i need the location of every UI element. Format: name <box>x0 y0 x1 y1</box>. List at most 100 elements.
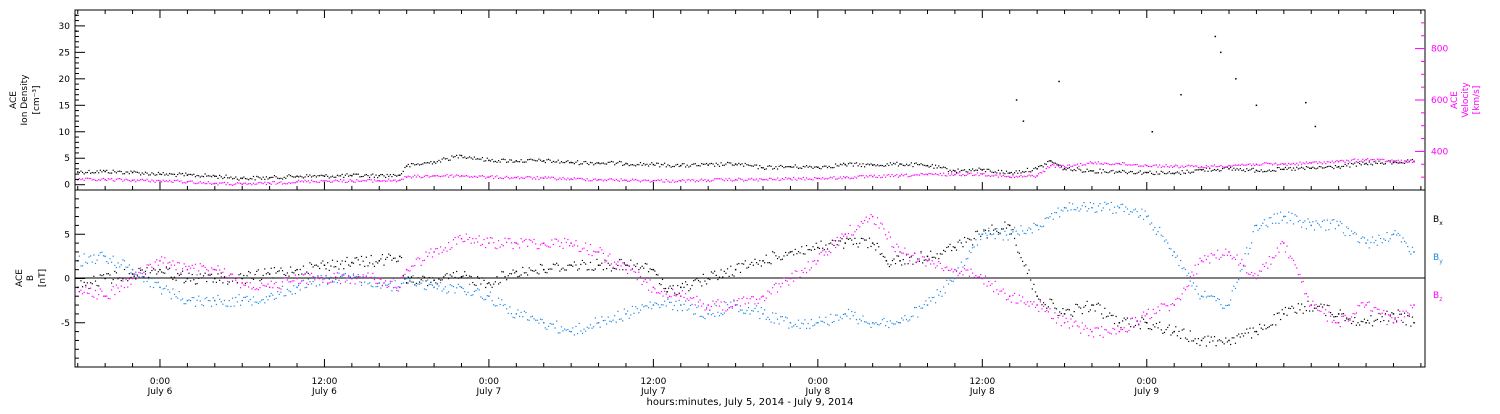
bx-series-point <box>938 258 940 260</box>
ion-density-series-point <box>549 159 551 161</box>
bx-series-point <box>251 277 253 279</box>
bz-series-point <box>1020 300 1022 302</box>
ion-density-spike-point <box>1015 99 1018 101</box>
bx-series-point <box>660 284 662 286</box>
by-series-point <box>439 282 442 284</box>
bx-series-point <box>1128 323 1130 325</box>
by-series-point <box>1205 296 1208 298</box>
velocity-series-point <box>1284 163 1287 165</box>
velocity-series-point <box>1292 162 1295 164</box>
ion-density-series-point <box>1241 169 1243 172</box>
bz-series-point <box>275 281 277 283</box>
bz-series-point <box>268 286 271 289</box>
by-series-point <box>1410 253 1412 255</box>
by-series-point <box>638 312 640 314</box>
bx-series-point <box>497 283 500 285</box>
by-series-point <box>298 284 300 287</box>
bx-series-point <box>93 275 95 277</box>
bz-series-point <box>730 306 732 308</box>
velocity-series-point <box>1192 165 1195 168</box>
bx-series-point <box>912 263 914 265</box>
ion-density-series-point <box>372 173 374 175</box>
velocity-series-point <box>1012 175 1014 177</box>
ion-density-series-point <box>1086 168 1088 170</box>
bx-series-point <box>663 287 665 290</box>
bz-series-point <box>405 268 408 271</box>
ion-density-series-point <box>1192 171 1195 173</box>
by-series-point <box>167 289 169 291</box>
ion-density-series-point <box>286 175 288 177</box>
by-series-point <box>367 283 369 285</box>
bx-series-point <box>625 264 627 266</box>
by-series-point <box>1004 230 1006 232</box>
velocity-series-point <box>246 183 248 185</box>
bx-series-point <box>375 261 377 263</box>
velocity-series-point <box>304 179 306 181</box>
bx-series-point <box>1191 340 1193 342</box>
ion-density-spike-point <box>1022 120 1025 122</box>
ion-density-series-point <box>148 174 150 176</box>
bx-series-point <box>1068 309 1070 311</box>
velocity-series-point <box>707 179 709 181</box>
by-series-point <box>1031 232 1033 234</box>
bz-series-point <box>675 295 677 297</box>
ion-density-series-point <box>304 176 306 178</box>
ion-density-series-point <box>1202 168 1204 171</box>
velocity-series-point <box>1065 167 1067 169</box>
velocity-series-point <box>323 180 326 182</box>
bx-series-point <box>420 279 422 281</box>
bz-series-point <box>934 267 937 269</box>
by-series-point <box>270 292 272 295</box>
ion-density-series-point <box>1284 166 1287 169</box>
ion-density-series-point <box>673 165 675 168</box>
velocity-series-point <box>851 177 853 179</box>
velocity-series-point <box>1331 160 1333 162</box>
by-series-point <box>656 302 658 305</box>
ion-density-series-point <box>164 174 166 176</box>
bx-series-point <box>767 262 769 264</box>
velocity-series-point <box>636 179 638 181</box>
bx-series-point <box>614 267 616 270</box>
velocity-series-point <box>88 177 90 180</box>
by-series-point <box>491 300 493 302</box>
by-series-point <box>917 316 919 318</box>
velocity-series-point <box>994 174 996 176</box>
velocity-series-point <box>1044 171 1046 173</box>
velocity-series-point <box>157 179 159 181</box>
bz-series-point <box>383 282 385 284</box>
ion-density-series-point <box>354 173 356 175</box>
bx-series-point <box>661 278 664 280</box>
by-series-point <box>320 275 322 277</box>
by-series-point <box>1312 221 1314 223</box>
ion-density-series-point <box>1291 169 1293 171</box>
ion-density-series-point <box>575 161 577 163</box>
ion-density-series-point <box>801 167 803 170</box>
bz-series-point <box>833 239 835 242</box>
bx-series-point <box>773 252 775 254</box>
by-series-point <box>431 284 434 286</box>
bx-series-point <box>542 268 545 271</box>
by-series-point <box>405 277 408 280</box>
velocity-series-point <box>1217 165 1219 168</box>
velocity-series-point <box>352 181 355 183</box>
bz-series-point <box>322 281 324 283</box>
ion-density-series-point <box>248 179 250 181</box>
bz-series-point <box>451 247 453 249</box>
bz-series-point <box>446 250 448 252</box>
by-series-point <box>1152 229 1154 231</box>
bz-series-point <box>922 256 924 258</box>
x-tick-time-label: 0:00 <box>1137 377 1157 387</box>
bz-series-point <box>1260 270 1262 272</box>
by-series-point <box>1033 222 1035 224</box>
velocity-series-point <box>270 183 272 185</box>
ion-density-series-point <box>1151 172 1153 175</box>
bx-series-point <box>882 255 884 258</box>
bx-series-point <box>477 276 479 278</box>
bz-series-point <box>1391 317 1393 319</box>
velocity-series-point <box>547 176 550 178</box>
ion-density-series-point <box>243 176 245 178</box>
by-series-point <box>928 297 930 299</box>
by-series-point <box>1336 220 1338 222</box>
bx-series-point <box>860 237 862 240</box>
bx-series-point <box>133 275 135 278</box>
